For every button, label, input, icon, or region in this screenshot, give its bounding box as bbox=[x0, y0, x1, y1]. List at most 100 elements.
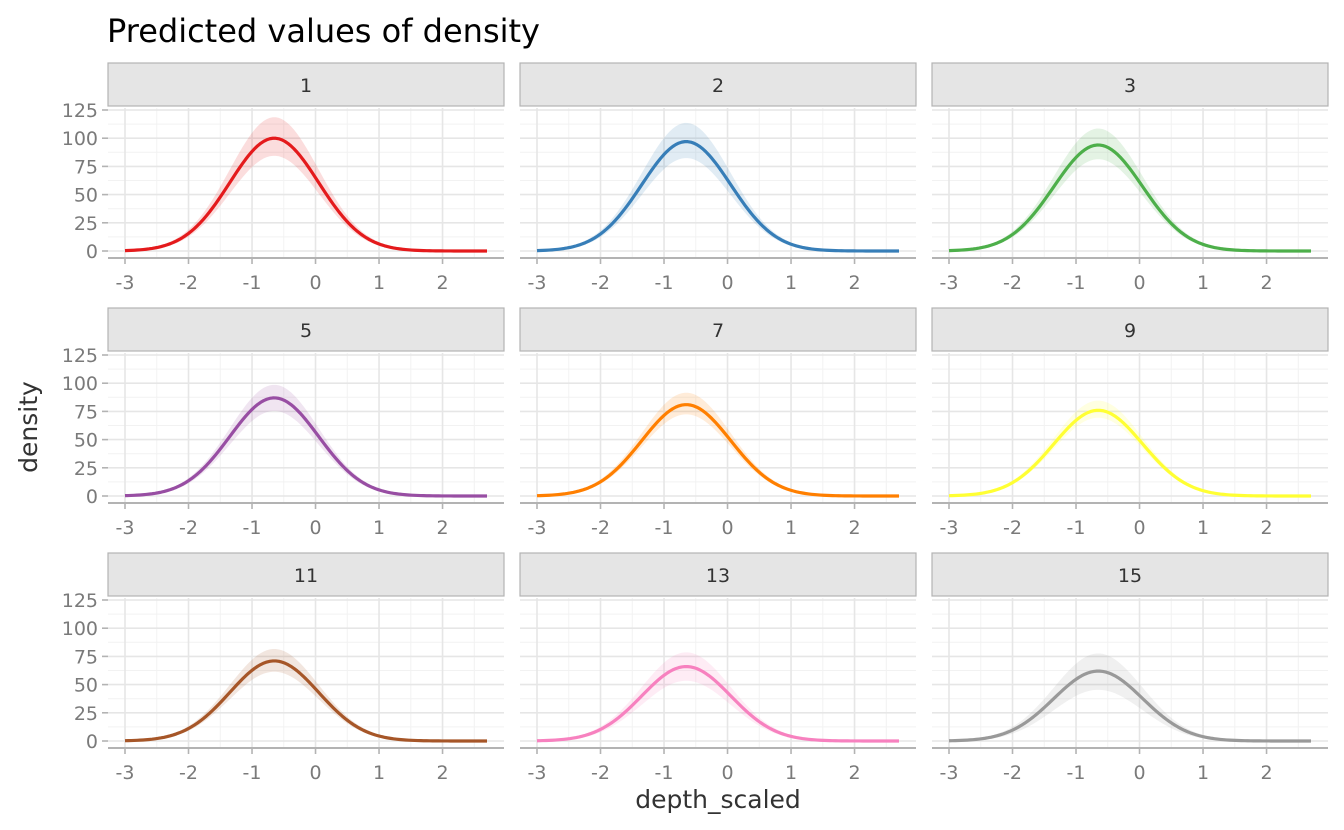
x-tick-label: 2 bbox=[436, 762, 448, 784]
facet-strip-15 bbox=[931, 552, 1329, 597]
x-tick-label: -1 bbox=[1067, 762, 1086, 784]
facet-strip-1 bbox=[107, 62, 505, 107]
y-tick-label: 100 bbox=[62, 373, 98, 395]
y-tick-label: 75 bbox=[74, 646, 98, 668]
x-tick-label: -3 bbox=[940, 762, 959, 784]
facet-panel-11: 11 -3 -2 -1 0 1 2 0 25 50 75 100 125 bbox=[62, 552, 505, 784]
x-tick-label: 0 bbox=[309, 762, 321, 784]
x-tick-label: -2 bbox=[179, 272, 198, 294]
y-tick-label: 100 bbox=[62, 128, 98, 150]
facet-strip-3 bbox=[931, 62, 1329, 107]
facet-strip-label: 2 bbox=[712, 75, 724, 97]
x-tick-label: 2 bbox=[1260, 517, 1272, 539]
facet-panel-13: 13 -3 -2 -1 0 1 2 bbox=[519, 552, 917, 784]
x-tick-label: 0 bbox=[721, 272, 733, 294]
facet-panel-2: 2 -3 -2 -1 0 1 2 bbox=[519, 62, 917, 294]
y-tick-label: 75 bbox=[74, 156, 98, 178]
y-tick-label: 125 bbox=[62, 100, 98, 122]
x-tick-label: -3 bbox=[940, 517, 959, 539]
x-tick-label: 0 bbox=[721, 762, 733, 784]
chart-title: Predicted values of density bbox=[107, 12, 540, 50]
x-tick-label: 2 bbox=[436, 272, 448, 294]
facet-strip-label: 1 bbox=[300, 75, 312, 97]
series-line-11 bbox=[124, 659, 487, 743]
y-tick-label: 25 bbox=[74, 703, 98, 725]
y-tick-label: 125 bbox=[62, 590, 98, 612]
x-tick-label: 2 bbox=[1260, 272, 1272, 294]
y-tick-label: 50 bbox=[74, 185, 98, 207]
facet-strip-label: 9 bbox=[1124, 320, 1136, 342]
y-tick-label: 125 bbox=[62, 345, 98, 367]
series-line-2 bbox=[536, 140, 899, 253]
x-tick-label: -3 bbox=[116, 272, 135, 294]
x-tick-label: -1 bbox=[243, 272, 262, 294]
series-line-3 bbox=[948, 143, 1311, 253]
facet-strip-label: 13 bbox=[706, 565, 730, 587]
x-tick-label: 1 bbox=[1197, 762, 1209, 784]
facet-strip-label: 15 bbox=[1118, 565, 1142, 587]
x-tick-label: 1 bbox=[785, 762, 797, 784]
x-tick-label: -2 bbox=[1003, 272, 1022, 294]
x-tick-label: -2 bbox=[179, 517, 198, 539]
facet-strip-label: 7 bbox=[712, 320, 724, 342]
x-tick-label: -3 bbox=[116, 517, 135, 539]
facet-strip-13 bbox=[519, 552, 917, 597]
x-tick-label: 1 bbox=[1197, 517, 1209, 539]
facet-strip-label: 11 bbox=[294, 565, 318, 587]
y-tick-label: 50 bbox=[74, 675, 98, 697]
x-tick-label: 1 bbox=[373, 517, 385, 539]
facet-panel-7: 7 -3 -2 -1 0 1 2 bbox=[519, 307, 917, 539]
facet-panel-9: 9 -3 -2 -1 0 1 2 bbox=[931, 307, 1329, 539]
y-tick-label: 0 bbox=[86, 486, 98, 508]
x-tick-label: -3 bbox=[116, 762, 135, 784]
ci-band-13 bbox=[537, 652, 899, 741]
x-tick-label: -1 bbox=[1067, 272, 1086, 294]
facet-strip-5 bbox=[107, 307, 505, 352]
x-tick-label: 2 bbox=[1260, 762, 1272, 784]
y-tick-label: 25 bbox=[74, 213, 98, 235]
x-tick-label: -2 bbox=[591, 272, 610, 294]
y-axis-title: density bbox=[14, 381, 43, 473]
ci-band-7 bbox=[537, 392, 899, 496]
x-tick-label: -2 bbox=[591, 517, 610, 539]
x-axis-title: depth_scaled bbox=[635, 785, 801, 814]
x-tick-label: -1 bbox=[655, 517, 674, 539]
x-tick-label: -2 bbox=[1003, 762, 1022, 784]
series-line-15 bbox=[948, 669, 1311, 743]
facet-panel-5: 5 -3 -2 -1 0 1 2 0 25 50 75 100 125 bbox=[62, 307, 505, 539]
facet-panel-3: 3 -3 -2 -1 0 1 2 bbox=[931, 62, 1329, 294]
series-line-13 bbox=[536, 664, 899, 743]
x-tick-label: -2 bbox=[1003, 517, 1022, 539]
ci-band-1 bbox=[125, 117, 487, 251]
x-tick-label: 0 bbox=[1133, 272, 1145, 294]
facet-strip-label: 5 bbox=[300, 320, 312, 342]
x-tick-label: 1 bbox=[785, 272, 797, 294]
series-line-9 bbox=[948, 408, 1311, 498]
facet-strip-11 bbox=[107, 552, 505, 597]
y-tick-label: 50 bbox=[74, 430, 98, 452]
facet-strip-9 bbox=[931, 307, 1329, 352]
facet-strip-2 bbox=[519, 62, 917, 107]
ci-band-5 bbox=[125, 384, 487, 496]
x-tick-label: 2 bbox=[436, 517, 448, 539]
y-tick-label: 25 bbox=[74, 458, 98, 480]
x-tick-label: -2 bbox=[591, 762, 610, 784]
x-tick-label: -3 bbox=[528, 517, 547, 539]
x-tick-label: 0 bbox=[309, 517, 321, 539]
ci-band-15 bbox=[949, 653, 1311, 741]
x-tick-label: -1 bbox=[243, 517, 262, 539]
y-tick-label: 0 bbox=[86, 731, 98, 753]
x-tick-label: -3 bbox=[528, 272, 547, 294]
x-tick-label: -1 bbox=[1067, 517, 1086, 539]
y-tick-label: 100 bbox=[62, 618, 98, 640]
ci-band-2 bbox=[537, 122, 899, 252]
x-tick-label: -1 bbox=[243, 762, 262, 784]
y-tick-label: 75 bbox=[74, 401, 98, 423]
x-tick-label: -3 bbox=[528, 762, 547, 784]
x-tick-label: -2 bbox=[179, 762, 198, 784]
x-tick-label: 1 bbox=[1197, 272, 1209, 294]
x-tick-label: 1 bbox=[373, 272, 385, 294]
x-tick-label: 0 bbox=[721, 517, 733, 539]
x-tick-label: -1 bbox=[655, 272, 674, 294]
x-tick-label: 0 bbox=[309, 272, 321, 294]
